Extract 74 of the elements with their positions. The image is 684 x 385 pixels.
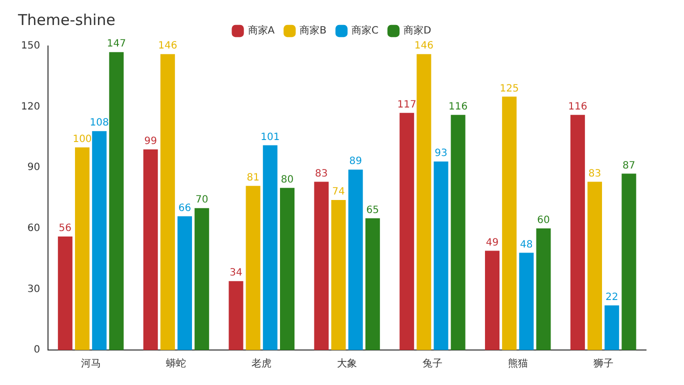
data-label: 48 [520,239,533,250]
data-label: 89 [349,156,362,168]
data-label: 100 [72,134,92,145]
y-tick-label: 60 [27,222,40,234]
data-label: 116 [448,102,468,112]
y-tick-label: 90 [27,162,40,174]
data-label: 56 [58,223,72,234]
x-tick-label: 狮子 [593,358,614,370]
data-label: 146 [414,40,434,52]
bar [622,174,636,350]
data-label: 93 [434,148,448,160]
chart-title: Theme-shine [17,10,116,29]
bar [400,112,414,350]
bar [160,54,175,350]
data-label: 83 [588,168,602,180]
data-label: 60 [537,214,550,226]
bar [570,114,585,350]
bar [331,200,346,350]
x-tick-label: 兔子 [422,358,442,370]
bar [604,305,620,350]
bar [177,216,192,350]
data-label: 66 [178,202,192,214]
bar [246,186,260,350]
data-label: 49 [486,237,499,248]
bar [92,131,107,350]
bar [143,149,158,350]
bar [484,250,500,350]
x-tick-label: 老虎 [252,358,272,370]
x-tick-label: 河马 [80,358,101,370]
data-label: 108 [90,118,109,129]
data-label: 101 [260,132,280,143]
data-label: 74 [332,186,345,198]
x-tick-label: 大象 [337,358,358,370]
legend-label: 商家D [403,24,432,37]
y-tick-label: 150 [20,40,40,52]
data-label: 70 [195,194,208,206]
bar [502,96,517,350]
data-label: 83 [315,168,328,180]
bar [314,182,329,350]
data-label: 80 [280,174,294,186]
bar [365,218,380,350]
bar [450,114,466,350]
legend-label: 商家A [248,24,275,37]
bar [434,162,448,350]
y-tick-label: 120 [20,101,40,112]
data-label: 65 [366,204,380,216]
data-label: 147 [106,38,126,50]
data-label: 81 [246,172,260,184]
data-label: 125 [500,83,519,94]
bar [348,170,363,350]
bar [536,228,551,350]
x-tick-label: 蟒蛇 [166,358,186,370]
data-label: 99 [144,136,157,147]
data-label: 22 [605,292,618,304]
y-tick-label: 0 [34,344,40,356]
data-label: 116 [568,102,588,112]
bar [109,52,124,350]
y-tick-label: 30 [27,284,40,295]
bar [519,252,534,350]
bar [194,208,210,350]
bar [58,236,72,350]
data-label: 117 [397,99,416,110]
x-tick-label: 熊猫 [508,358,528,370]
data-label: 87 [622,160,636,172]
bar [262,145,278,350]
bar [587,182,602,350]
bar [74,147,90,350]
data-label: 34 [230,268,242,279]
bar [228,281,244,350]
legend-label: 商家B [300,24,327,37]
data-label: 146 [158,40,178,52]
bar [416,54,432,350]
bar [280,188,295,350]
legend-label: 商家C [352,24,379,37]
